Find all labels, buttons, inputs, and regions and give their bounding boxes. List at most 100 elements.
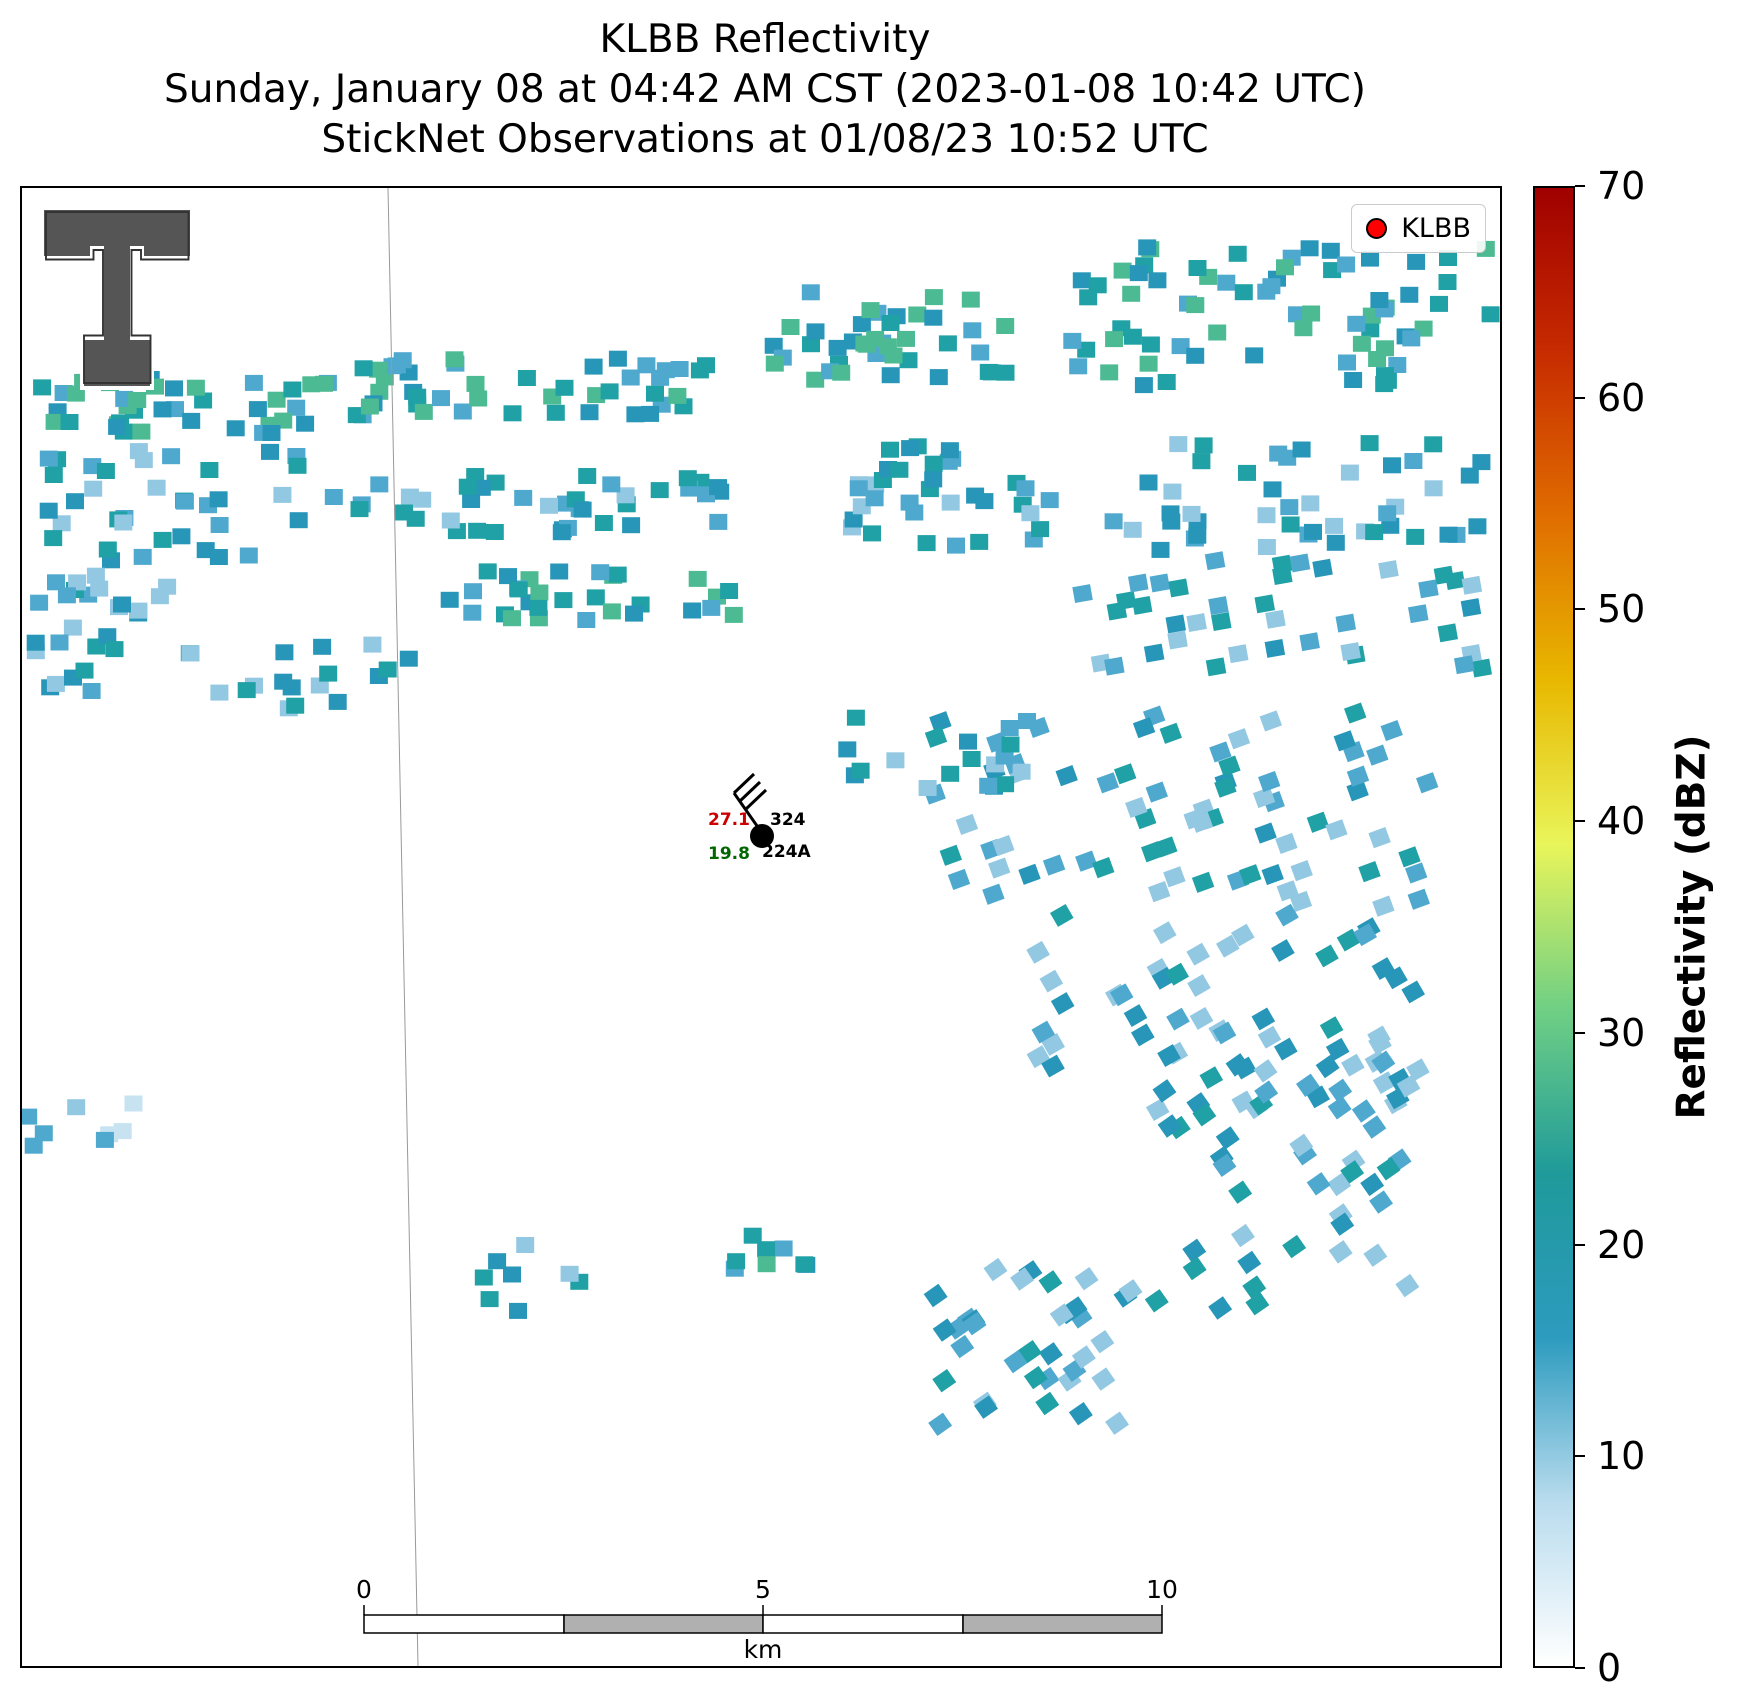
echo-pixel	[1338, 354, 1356, 371]
echo-pixel	[468, 522, 487, 539]
echo-pixel	[67, 1099, 86, 1116]
echo-pixel	[181, 645, 200, 662]
colorbar-tick-mark	[1575, 396, 1585, 399]
echo-pixel	[1352, 335, 1371, 352]
echo-pixel	[602, 603, 621, 620]
echo-pixel	[1209, 741, 1232, 763]
echo-pixel	[283, 381, 302, 398]
echo-pixel	[1155, 836, 1178, 858]
echo-pixel	[1325, 1037, 1350, 1061]
echo-pixel	[1418, 579, 1439, 599]
map-legend: KLBB	[1351, 204, 1486, 253]
echo-pixel	[1000, 720, 1019, 736]
echo-pixel	[1018, 713, 1036, 729]
echo-pixel	[979, 363, 998, 380]
echo-pixel	[499, 568, 517, 585]
radar-map[interactable]: T 27.1 324 19.8 224A 0 5 10 km	[20, 186, 1502, 1668]
echo-pixel	[313, 638, 332, 655]
echo-pixel	[1169, 436, 1188, 453]
echo-pixel	[1139, 474, 1158, 491]
legend-label: KLBB	[1401, 213, 1471, 244]
echo-pixel	[1138, 239, 1157, 256]
echo-pixel	[1141, 336, 1160, 353]
echo-pixel	[1257, 539, 1276, 555]
echo-pixel	[1212, 1021, 1237, 1045]
echo-pixel	[1191, 871, 1215, 893]
echo-pixel	[24, 1137, 43, 1154]
echo-pixel	[1092, 857, 1115, 879]
echo-pixel	[1188, 527, 1207, 544]
echo-pixel	[1068, 1401, 1093, 1426]
echo-pixel	[1163, 866, 1186, 888]
echo-pixel	[1050, 992, 1075, 1015]
colorbar	[1533, 186, 1575, 1668]
echo-pixel	[210, 517, 229, 533]
echo-pixel	[1114, 763, 1137, 785]
echo-pixel	[1182, 1256, 1207, 1281]
echo-pixel	[503, 405, 522, 422]
echo-pixel	[1205, 657, 1227, 677]
colorbar-tick-mark	[1575, 1667, 1585, 1669]
echo-pixel	[488, 1253, 507, 1270]
echo-pixel	[1208, 324, 1227, 341]
chart-subtitle-time: Sunday, January 08 at 04:42 AM CST (2023…	[164, 67, 1366, 112]
echo-pixel	[514, 489, 533, 506]
echo-pixel	[261, 443, 279, 460]
echo-pixel	[1401, 980, 1425, 1004]
echo-pixel	[408, 388, 427, 405]
echo-pixel	[552, 524, 571, 541]
echo-pixel	[1416, 772, 1439, 794]
station-pressure: 324	[770, 810, 806, 830]
echo-pixel	[1075, 850, 1098, 872]
echo-pixel	[1460, 467, 1479, 484]
echo-pixel	[901, 440, 920, 457]
echo-pixel	[1371, 1050, 1396, 1074]
echo-pixel	[1148, 272, 1167, 289]
echo-pixel	[63, 619, 82, 636]
echo-pixel	[959, 733, 977, 750]
echo-pixel	[1461, 575, 1483, 595]
echo-pixel	[1439, 250, 1457, 266]
echo-pixel	[1189, 1007, 1214, 1030]
echo-pixel	[186, 379, 205, 396]
echo-pixel	[1071, 1345, 1096, 1369]
echo-pixel	[1333, 730, 1356, 752]
colorbar-tick-label: 60	[1597, 375, 1646, 420]
echo-pixel	[851, 762, 870, 779]
echo-pixel	[941, 765, 960, 782]
echo-pixel	[1265, 609, 1286, 629]
echo-pixel	[1144, 1289, 1169, 1313]
echo-pixel	[838, 741, 857, 758]
echo-pixel	[1360, 1172, 1385, 1197]
echo-pixel	[200, 462, 219, 478]
echo-pixel	[1104, 513, 1123, 530]
echo-pixel	[1252, 786, 1276, 809]
echo-pixel	[1208, 596, 1229, 615]
station-dewpoint: 19.8	[708, 844, 750, 864]
echo-pixel	[651, 369, 670, 386]
echo-pixel	[1325, 517, 1344, 534]
echo-pixel	[1151, 541, 1170, 558]
colorbar-tick-mark	[1575, 1031, 1585, 1034]
echo-pixel	[1383, 457, 1401, 474]
echo-pixel	[1407, 253, 1426, 270]
echo-pixel	[1481, 306, 1500, 323]
echo-pixel	[39, 450, 58, 467]
echo-pixel	[30, 594, 49, 611]
echo-pixel	[586, 589, 605, 606]
echo-pixel	[503, 610, 521, 627]
echo-pixel	[108, 418, 127, 435]
echo-pixel	[1072, 272, 1091, 289]
echo-pixel	[1408, 604, 1429, 624]
echo-pixel	[1208, 1296, 1233, 1320]
echo-pixel	[1026, 940, 1050, 964]
echo-pixel	[929, 369, 948, 386]
echo-pixel	[133, 548, 152, 565]
echo-pixel	[608, 566, 627, 583]
echo-pixel	[369, 361, 388, 378]
echo-pixel	[432, 390, 450, 407]
echo-pixel	[1294, 320, 1313, 337]
echo-pixel	[26, 634, 45, 651]
echo-pixel	[95, 1131, 114, 1148]
echo-pixel	[516, 1237, 535, 1253]
